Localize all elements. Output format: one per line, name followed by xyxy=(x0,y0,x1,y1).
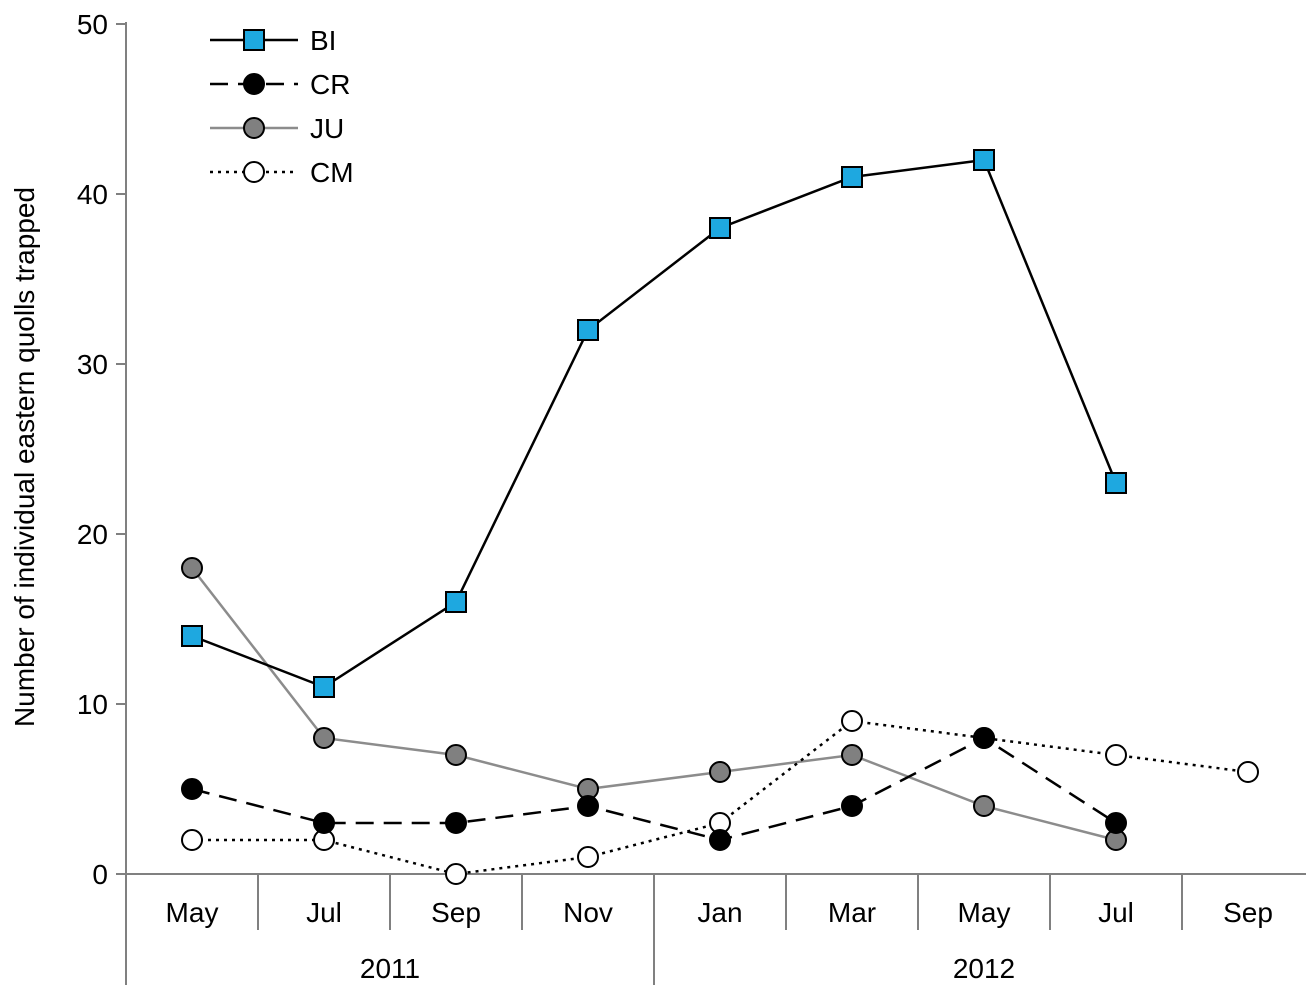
data-point-ju xyxy=(841,744,863,766)
data-point-ju xyxy=(973,795,995,817)
x-tick-label: Sep xyxy=(431,897,481,928)
data-point-cr xyxy=(313,812,335,834)
legend-label-cm: CM xyxy=(310,157,354,188)
y-tick-label: 10 xyxy=(77,689,108,720)
y-tick-label: 30 xyxy=(77,349,108,380)
legend-marker-bi xyxy=(243,29,265,51)
data-point-cr xyxy=(181,778,203,800)
x-tick-label: Nov xyxy=(563,897,613,928)
data-point-cr xyxy=(445,812,467,834)
year-label: 2011 xyxy=(360,953,420,984)
x-tick-label: Jul xyxy=(1098,897,1134,928)
legend-label-ju: JU xyxy=(310,113,344,144)
x-tick-label: Sep xyxy=(1223,897,1273,928)
x-tick-label: May xyxy=(958,897,1011,928)
y-tick-label: 50 xyxy=(77,9,108,40)
x-tick-label: May xyxy=(166,897,219,928)
data-point-cm xyxy=(445,863,467,885)
series-line-bi xyxy=(191,158,1118,689)
series-line-ju xyxy=(191,567,1117,842)
y-axis-title: Number of individual eastern quolls trap… xyxy=(9,187,40,727)
series-line-cr xyxy=(191,736,1117,842)
data-point-cm xyxy=(1105,744,1127,766)
y-tick-label: 0 xyxy=(92,859,108,890)
data-point-cr xyxy=(1105,812,1127,834)
y-tick-label: 40 xyxy=(77,179,108,210)
data-point-ju xyxy=(709,761,731,783)
legend-marker-ju xyxy=(243,117,265,139)
data-point-cm xyxy=(577,846,599,868)
data-point-ju xyxy=(445,744,467,766)
legend: BI CR JU CM xyxy=(210,25,354,188)
series-line-cm xyxy=(192,719,1249,876)
data-point-bi xyxy=(709,217,731,239)
data-point-cr xyxy=(709,829,731,851)
data-point-bi xyxy=(445,591,467,613)
legend-label-bi: BI xyxy=(310,25,336,56)
x-tick-label: Mar xyxy=(828,897,876,928)
data-point-bi xyxy=(181,625,203,647)
data-point-cr xyxy=(841,795,863,817)
data-point-bi xyxy=(841,166,863,188)
data-point-bi xyxy=(313,676,335,698)
data-point-cr xyxy=(973,727,995,749)
data-point-bi xyxy=(577,319,599,341)
series-markers xyxy=(181,149,1259,885)
legend-marker-cm xyxy=(243,161,265,183)
x-tick-label: Jan xyxy=(697,897,742,928)
data-point-ju xyxy=(313,727,335,749)
data-point-bi xyxy=(1105,472,1127,494)
y-tick-label: 20 xyxy=(77,519,108,550)
data-point-cm xyxy=(181,829,203,851)
legend-label-cr: CR xyxy=(310,69,350,100)
data-point-bi xyxy=(973,149,995,171)
data-point-cr xyxy=(577,795,599,817)
data-point-ju xyxy=(181,557,203,579)
data-point-cm xyxy=(1237,761,1259,783)
year-label: 2012 xyxy=(953,953,1015,984)
x-tick-label: Jul xyxy=(306,897,342,928)
axes: 0 10 20 30 40 50 May Jul Sep Nov Jan Mar May Jul Sep 20… xyxy=(77,9,1306,985)
legend-marker-cr xyxy=(243,73,265,95)
data-point-cm xyxy=(841,710,863,732)
